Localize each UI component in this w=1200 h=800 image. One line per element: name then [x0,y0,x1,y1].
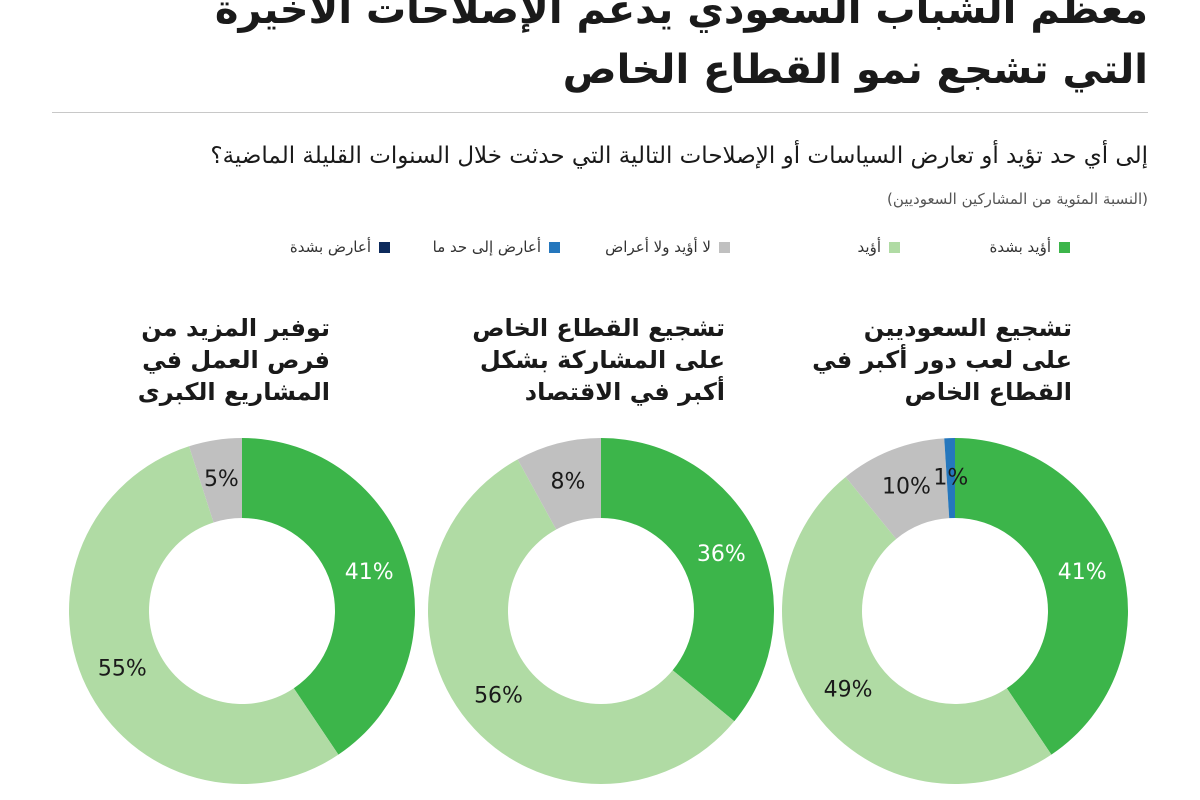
donut-chart-3: 41% 55% 5% [69,438,416,784]
legend-swatch-strongly-support [1059,241,1070,253]
legend-item-somewhat-oppose: أعارض إلى حد ما [390,238,560,256]
chart-2-title-line-3: أكبر في الاقتصاد [524,378,725,406]
chart-3-title-line-1: توفير المزيد من [141,314,330,342]
slice-neutral [517,438,601,530]
legend-label-neutral: لا أؤيد ولا أعراض [605,238,711,256]
slice-support [428,459,735,784]
chart-main-title: معظم الشباب السعودي يدعم الإصلاحات الأخي… [48,0,1148,100]
slice-neutral [845,438,950,539]
legend-item-strongly-support: أؤيد بشدة [900,238,1070,256]
legend-item-neutral: لا أؤيد ولا أعراض [560,238,730,256]
donut-chart-2: 36% 56% 8% [428,438,774,784]
legend-label-somewhat-oppose: أعارض إلى حد ما [432,238,541,256]
slice-strongly-support [601,438,774,722]
title-divider [52,112,1148,113]
data-label-strongly-support: 36% [697,542,746,567]
chart-3-title: توفير المزيد من فرص العمل في المشاريع ال… [138,312,330,408]
data-label-somewhat-oppose: 1% [933,466,968,491]
slice-support [69,446,339,784]
donut-chart-1: 41% 49% 10% 1% [782,438,1128,784]
chart-3-title-line-2: فرص العمل في [142,346,330,374]
respondents-note: (النسبة المئوية من المشاركين السعوديين) [887,190,1148,208]
chart-1-title: تشجيع السعوديين على لعب دور أكبر في القط… [812,312,1072,408]
legend-swatch-neutral [719,241,730,253]
data-label-support: 49% [824,678,873,703]
chart-legend: أؤيد بشدة أؤيد لا أؤيد ولا أعراض أعارض إ… [290,238,1070,256]
title-line-1: معظم الشباب السعودي يدعم الإصلاحات الأخي… [214,0,1148,33]
chart-3-title-line-3: المشاريع الكبرى [137,378,330,406]
chart-1-title-line-3: القطاع الخاص [904,378,1072,406]
legend-swatch-somewhat-oppose [549,241,560,253]
slice-neutral [189,438,242,523]
legend-item-strongly-oppose: أعارض بشدة [290,238,390,256]
data-label-neutral: 8% [550,470,585,495]
title-line-2: التي تشجع نمو القطاع الخاص [562,47,1148,93]
chart-1-title-line-1: تشجيع السعوديين [863,314,1072,342]
slice-strongly-support [242,438,416,755]
data-label-strongly-support: 41% [1058,560,1107,585]
legend-label-support: أؤيد [857,238,881,256]
chart-2-title-line-1: تشجيع القطاع الخاص [472,314,725,342]
legend-label-strongly-support: أؤيد بشدة [989,238,1051,256]
slice-somewhat-oppose [944,438,955,519]
slice-support [782,476,1052,784]
chart-1-title-line-2: على لعب دور أكبر في [812,346,1072,374]
chart-2-title-line-2: على المشاركة بشكل [479,346,725,374]
legend-swatch-strongly-oppose [379,241,390,253]
legend-swatch-support [889,241,900,253]
data-label-neutral: 5% [204,467,239,492]
chart-2-title: تشجيع القطاع الخاص على المشاركة بشكل أكب… [472,312,725,408]
data-label-support: 55% [98,656,147,681]
data-label-strongly-support: 41% [345,560,394,585]
data-label-support: 56% [474,683,523,708]
data-label-neutral: 10% [882,475,931,500]
legend-item-support: أؤيد [730,238,900,256]
legend-label-strongly-oppose: أعارض بشدة [289,238,371,256]
slice-strongly-support [955,438,1128,755]
survey-question: إلى أي حد تؤيد أو تعارض السياسات أو الإص… [210,143,1148,169]
